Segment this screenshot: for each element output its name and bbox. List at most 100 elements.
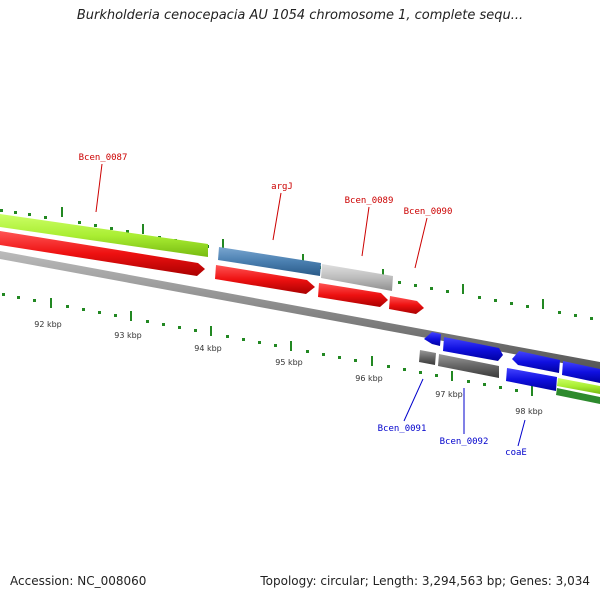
- gene-coae[interactable]: [506, 368, 557, 391]
- label-bcen-0090[interactable]: Bcen_0090: [404, 207, 453, 217]
- tick-mark: [338, 356, 341, 359]
- tick-mark: [258, 341, 261, 344]
- tick-mark: [44, 216, 47, 219]
- label-bcen-0089[interactable]: Bcen_0089: [345, 196, 394, 206]
- kbp-label: 96 kbp: [355, 374, 383, 383]
- tick-mark: [574, 314, 577, 317]
- gene-blue-2[interactable]: [443, 337, 503, 361]
- tick-mark-major: [142, 224, 144, 234]
- gene-bcen-0092[interactable]: [438, 354, 499, 378]
- map-title: Burkholderia cenocepacia AU 1054 chromos…: [76, 8, 524, 23]
- tick-mark: [446, 290, 449, 293]
- kbp-label: 94 kbp: [194, 344, 222, 353]
- accession-text: Accession: NC_008060: [10, 574, 147, 588]
- tick-mark: [28, 213, 31, 216]
- bottom-gene-labels: Bcen_0091 Bcen_0092 coaE: [378, 378, 527, 458]
- kbp-label: 95 kbp: [275, 358, 303, 367]
- tick-mark: [414, 284, 417, 287]
- gene-bcen-0087-lime[interactable]: [0, 214, 208, 257]
- tick-mark: [17, 296, 20, 299]
- tick-mark: [558, 311, 561, 314]
- tick-mark: [162, 323, 165, 326]
- label-coae[interactable]: coaE: [505, 448, 527, 458]
- gene-blue-3[interactable]: [512, 351, 560, 373]
- gene-red-2[interactable]: [215, 265, 315, 294]
- leader-line: [95, 163, 103, 213]
- gene-bcen-0089[interactable]: [321, 264, 393, 291]
- kbp-axis-labels: 92 kbp 93 kbp 94 kbp 95 kbp 96 kbp 97 kb…: [34, 320, 543, 416]
- tick-mark: [114, 314, 117, 317]
- top-gene-labels: Bcen_0087 argJ Bcen_0089 Bcen_0090: [79, 153, 453, 269]
- tick-mark: [0, 209, 3, 212]
- kbp-label: 97 kbp: [435, 390, 463, 399]
- kbp-label: 92 kbp: [34, 320, 62, 329]
- tick-mark-major: [61, 207, 63, 217]
- tick-mark-major: [451, 371, 453, 381]
- tick-mark: [66, 305, 69, 308]
- tick-mark: [435, 374, 438, 377]
- tick-mark: [467, 380, 470, 383]
- tick-mark-major: [371, 356, 373, 366]
- gene-blue-4[interactable]: [562, 361, 600, 383]
- tick-mark: [146, 320, 149, 323]
- tick-mark: [274, 344, 277, 347]
- tick-mark: [306, 350, 309, 353]
- tick-mark: [430, 287, 433, 290]
- tick-mark: [483, 383, 486, 386]
- gene-argj[interactable]: [218, 247, 321, 276]
- leader-line: [272, 192, 282, 241]
- tick-mark: [14, 211, 17, 214]
- label-bcen-0087[interactable]: Bcen_0087: [79, 153, 128, 163]
- tick-mark: [403, 368, 406, 371]
- inner-tick-row: [2, 293, 533, 396]
- kbp-label: 98 kbp: [515, 407, 543, 416]
- tick-mark: [98, 311, 101, 314]
- leader-line: [361, 206, 370, 257]
- tick-mark-major: [302, 254, 304, 264]
- tick-mark-major: [210, 326, 212, 336]
- tick-mark: [354, 359, 357, 362]
- tick-mark: [478, 296, 481, 299]
- tick-mark: [226, 335, 229, 338]
- tick-mark: [322, 353, 325, 356]
- leader-line: [517, 419, 526, 447]
- label-bcen-0092[interactable]: Bcen_0092: [440, 437, 489, 447]
- kbp-label: 93 kbp: [114, 331, 142, 340]
- gene-lime-right[interactable]: [557, 378, 600, 394]
- gene-bcen-0087-red[interactable]: [0, 231, 205, 276]
- tick-mark-major: [222, 239, 224, 249]
- tick-mark: [78, 221, 81, 224]
- tick-mark: [494, 299, 497, 302]
- tick-mark: [94, 224, 97, 227]
- tick-mark: [82, 308, 85, 311]
- tick-mark: [398, 281, 401, 284]
- tick-mark-major: [290, 341, 292, 351]
- label-argj[interactable]: argJ: [271, 182, 293, 192]
- tick-mark: [126, 230, 129, 233]
- label-bcen-0091[interactable]: Bcen_0091: [378, 424, 427, 434]
- tick-mark-major: [462, 284, 464, 294]
- gene-bcen-0090[interactable]: [389, 296, 424, 314]
- tick-mark: [242, 338, 245, 341]
- gene-bcen-0091[interactable]: [419, 350, 436, 365]
- tick-mark: [419, 371, 422, 374]
- tick-mark: [178, 326, 181, 329]
- tick-mark: [110, 227, 113, 230]
- leader-line: [414, 217, 428, 269]
- tick-mark: [590, 317, 593, 320]
- tick-mark: [499, 386, 502, 389]
- gene-blue-small[interactable]: [424, 332, 441, 346]
- gene-green-right[interactable]: [556, 388, 600, 404]
- topology-text: Topology: circular; Length: 3,294,563 bp…: [260, 574, 590, 588]
- tick-mark: [387, 365, 390, 368]
- tick-mark-major: [50, 298, 52, 308]
- tick-mark: [515, 389, 518, 392]
- tick-mark: [2, 293, 5, 296]
- tick-mark: [33, 299, 36, 302]
- tick-mark: [194, 329, 197, 332]
- tick-mark: [510, 302, 513, 305]
- tick-mark-major: [531, 386, 533, 396]
- tick-mark-major: [130, 311, 132, 321]
- gene-red-3[interactable]: [318, 283, 388, 307]
